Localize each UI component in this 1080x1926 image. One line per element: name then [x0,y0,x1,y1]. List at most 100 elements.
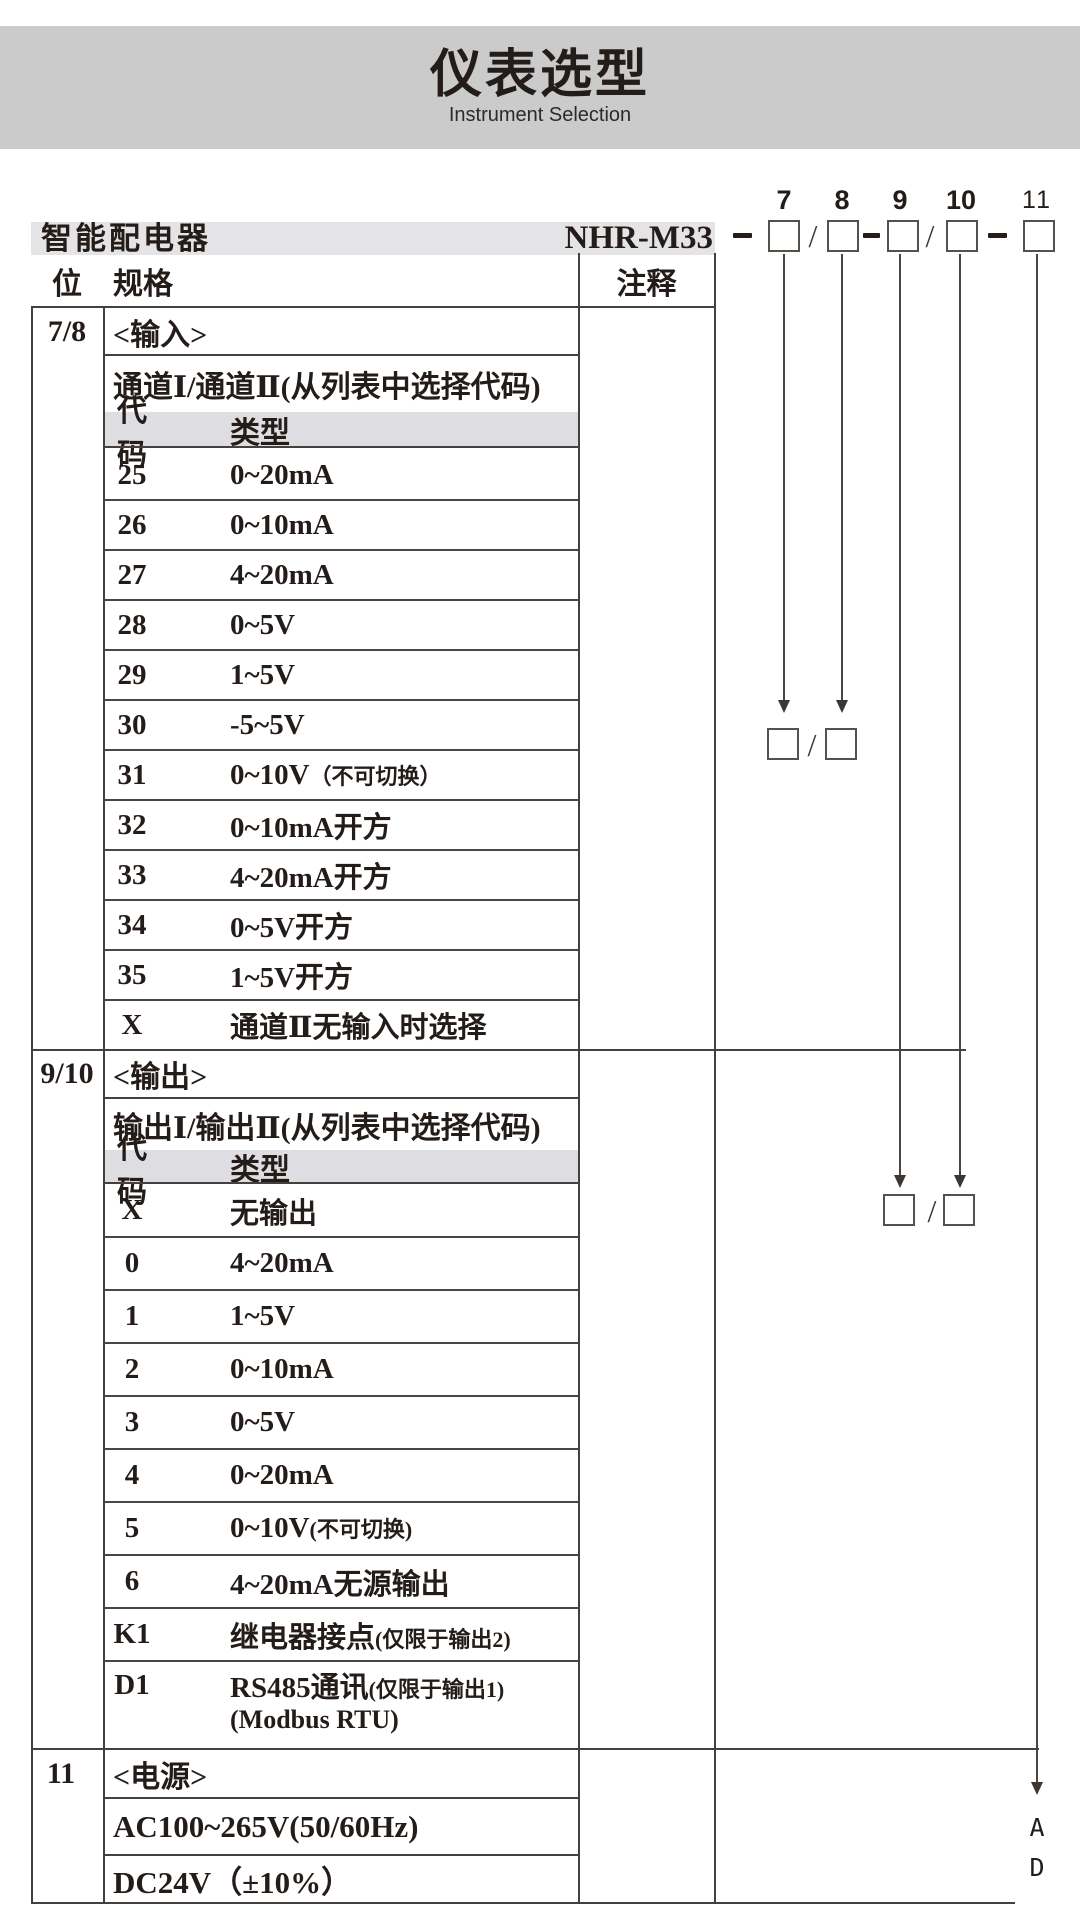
slash-separator: / [808,218,818,254]
row-type: 0~10V [230,758,310,791]
grid-line [31,1049,966,1051]
power-option-letter: A [1029,1813,1045,1842]
row-separator [103,1607,578,1609]
row-type-note: (不可切换) [309,1517,413,1542]
row-separator [103,749,578,751]
table-row: X 无输出 [103,1184,578,1237]
column-header-position: 位 [52,268,82,301]
table-row: 30 -5~5V [103,700,578,750]
row-type-note: （不可切换） [309,763,442,789]
drop-line [841,254,843,700]
arrow-down-icon [954,1175,966,1188]
grid-line [31,306,715,308]
row-separator [103,599,578,601]
row-separator [103,949,578,951]
code-type-header-output: 代码 类型 [103,1132,578,1209]
page-title: 仪表选型 [429,45,650,104]
digit-label: 9 [892,185,908,215]
grid-line [103,446,578,448]
row-code: 31 [117,758,147,791]
arrow-down-icon [836,700,848,713]
table-row: 34 0~5V开方 [103,900,578,950]
model-bar: 智能配电器 NHR-M33 [31,222,715,255]
row-separator [103,699,578,701]
row-type: 0~20mA [230,458,334,491]
drop-line [899,254,901,1175]
row-type-wrap: 无输出 [230,1190,317,1232]
grid-line [103,306,105,1904]
row-type-wrap: -5~5V [230,709,305,742]
row-type: 0~5V开方 [230,912,354,944]
row-type: -5~5V [230,708,305,741]
section-position-11: 11 [46,1756,76,1790]
row-type-wrap: 4~20mA [230,1247,334,1280]
row-code: 29 [117,658,147,691]
drop-line [959,254,961,1175]
table-row: 28 0~5V [103,600,578,650]
row-code: 2 [124,1353,140,1385]
row-type: 4~20mA [230,1247,334,1279]
code-box [827,220,859,252]
grid-line [31,306,33,1904]
digit-label: 10 [945,185,977,215]
arrow-down-icon [778,700,790,713]
row-separator [103,1660,578,1662]
power-option-ac: AC100~265V(50/60Hz) [113,1808,419,1844]
dash-separator [733,233,752,238]
digit-label: 8 [834,185,850,215]
section-sublabel-input-channels: 通道Ⅰ/通道Ⅱ(从列表中选择代码) [113,371,541,404]
table-row: 1 1~5V [103,1290,578,1343]
table-row: 31 0~10V（不可切换） [103,750,578,800]
row-type-wrap: 0~5V [230,1406,295,1439]
row-type: 0~10mA开方 [230,812,392,844]
grid-line [103,1797,578,1799]
row-type-wrap: 4~20mA开方 [230,854,392,896]
row-type: 4~20mA无源输出 [230,1568,450,1601]
row-code: 25 [117,458,147,491]
table-row: 35 1~5V开方 [103,950,578,1000]
grid-line [714,253,716,1904]
table-row: 5 0~10V(不可切换) [103,1502,578,1555]
row-separator [103,1448,578,1450]
row-code: 34 [117,908,147,941]
row-type-wrap: 4~20mA无源输出 [230,1561,450,1603]
product-name: 智能配电器 [41,221,211,256]
power-option-letter: D [1029,1853,1045,1882]
row-type-wrap: 0~10V(不可切换) [230,1512,412,1545]
row-type-wrap: 4~20mA [230,559,334,592]
table-row: 33 4~20mA开方 [103,850,578,900]
row-type-wrap: 0~10mA [230,509,334,542]
selection-box [767,728,799,760]
power-option-dc: DC24V（±10%） [113,1864,353,1900]
digit-label: 7 [776,185,792,215]
row-code: 0 [124,1247,140,1279]
row-type-wrap: 0~20mA [230,1459,334,1492]
row-separator [103,499,578,501]
table-row: 27 4~20mA [103,550,578,600]
row-separator [103,799,578,801]
row-code: 4 [124,1459,140,1491]
code-header-label: 代码 [117,1132,147,1209]
table-row: 26 0~10mA [103,500,578,550]
code-header-label: 代码 [117,395,147,472]
grid-line [103,1854,578,1856]
drop-line [783,254,785,700]
row-code: 26 [117,508,147,541]
row-type-line2: (Modbus RTU) [230,1705,399,1734]
code-box [887,220,919,252]
code-type-header-input: 代码 类型 [103,395,578,472]
table-row: X 通道Ⅱ无输入时选择 [103,1000,578,1050]
row-type: 1~5V [230,1300,296,1332]
row-separator [103,999,578,1001]
row-type: 0~20mA [230,1459,334,1491]
row-type: 0~5V [230,1406,296,1438]
code-box [946,220,978,252]
row-separator [103,1501,578,1503]
grid-line [103,1182,578,1184]
table-row: 2 0~10mA [103,1343,578,1396]
row-type-wrap: 0~10mA [230,1353,334,1386]
page-subtitle: Instrument Selection [448,104,632,127]
slash-separator: / [925,218,935,254]
page-banner: 仪表选型 Instrument Selection [0,26,1080,149]
